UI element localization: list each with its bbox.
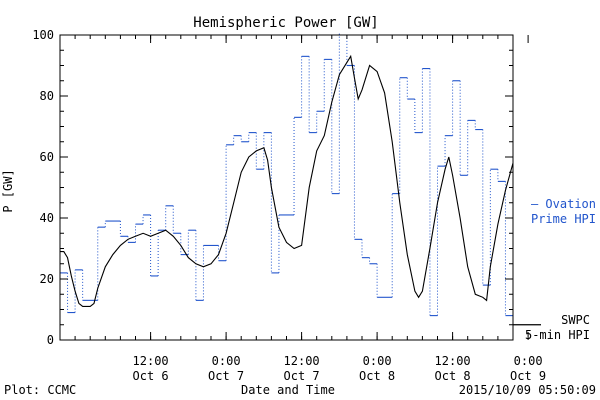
y-tick-label: 100	[32, 28, 54, 42]
y-tick-label: 40	[40, 211, 54, 225]
plot-credit: Plot: CCMC	[4, 383, 76, 397]
x-tick-time-label: 0:00	[212, 354, 241, 368]
x-tick-time-label: 0:00	[514, 354, 543, 368]
x-tick-time-label: 12:00	[133, 354, 169, 368]
chart-title: Hemispheric Power [GW]	[193, 15, 378, 31]
swpc-series-line	[60, 54, 513, 307]
plot-frame	[59, 34, 514, 341]
x-tick-time-label: 12:00	[284, 354, 320, 368]
legend-ovation-label: – Ovation	[531, 197, 596, 211]
plot-timestamp: 2015/10/09 05:50:09	[459, 383, 596, 397]
x-tick-day-label: Oct 8	[435, 369, 471, 383]
legend-swpc-label-2: 5-min HPI	[525, 328, 590, 342]
x-axis-label: Date and Time	[241, 383, 335, 397]
x-tick-day-label: Oct 6	[133, 369, 169, 383]
y-axis-label: P [GW]	[1, 169, 15, 212]
legend-swpc-label: SWPC	[561, 313, 590, 327]
x-tick-day-label: Oct 8	[359, 369, 395, 383]
x-tick-day-label: Oct 9	[510, 369, 546, 383]
y-tick-label: 20	[40, 272, 54, 286]
x-tick-day-label: Oct 7	[208, 369, 244, 383]
plot-area	[60, 33, 513, 317]
legend-ovation-label-2: Prime HPI	[531, 212, 596, 226]
x-tick-day-label: Oct 7	[284, 369, 320, 383]
y-tick-label: 80	[40, 89, 54, 103]
y-tick-label: 60	[40, 150, 54, 164]
x-tick-time-label: 0:00	[363, 354, 392, 368]
x-tick-time-label: 12:00	[435, 354, 471, 368]
ovation-series	[60, 33, 513, 317]
y-tick-label: 0	[47, 333, 54, 347]
